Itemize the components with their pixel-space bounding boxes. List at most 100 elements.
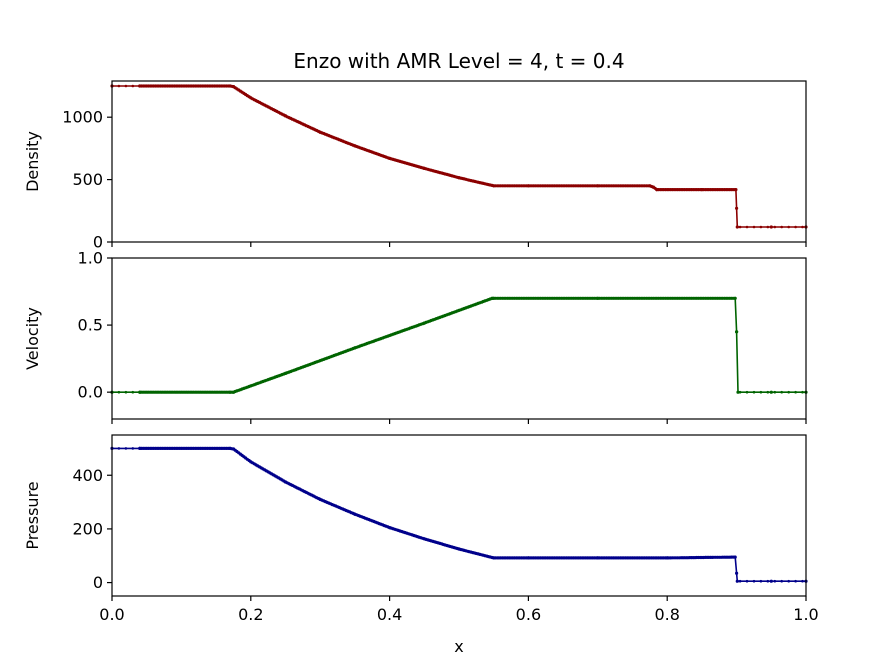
velocity-axes-frame (111, 257, 807, 420)
density-y-tick-label: 500 (72, 170, 103, 189)
density-point (492, 184, 496, 188)
pressure-y-tick-label: 200 (72, 519, 103, 538)
velocity-point (745, 390, 749, 394)
pressure-point (124, 447, 128, 450)
pressure-point (353, 512, 357, 516)
velocity-point (228, 390, 232, 394)
x-tick-label: 1.0 (793, 605, 818, 624)
pressure-point (773, 579, 777, 583)
pressure-series-line (112, 447, 806, 583)
velocity-y-tick-label: 1.0 (78, 249, 103, 268)
pressure-point (735, 571, 739, 575)
pressure-point (787, 579, 790, 583)
velocity-point (422, 321, 426, 325)
velocity-point (736, 390, 740, 394)
density-point (457, 176, 461, 180)
density-point (138, 84, 142, 88)
pressure-y-axis-label: Pressure (23, 481, 42, 549)
velocity-point (733, 296, 737, 300)
velocity-point (131, 390, 135, 394)
density-point (283, 114, 288, 118)
density-y-tick-label: 0 (93, 233, 103, 252)
density-point (759, 225, 763, 229)
velocity-point (353, 346, 357, 350)
pressure-point (745, 579, 749, 583)
density-axes-frame (111, 80, 807, 243)
density-point (794, 225, 797, 229)
density-point (766, 225, 770, 229)
density-point (422, 166, 426, 170)
pressure-point (735, 579, 739, 583)
pressure-point (766, 579, 770, 583)
velocity-markers (110, 296, 808, 394)
pressure-y-tick-label: 400 (72, 466, 103, 485)
velocity-point (138, 390, 142, 394)
pressure-point (492, 556, 496, 560)
pressure-point (249, 460, 253, 464)
density-point (596, 184, 600, 188)
pressure-point (228, 446, 232, 450)
density-point (655, 188, 659, 192)
pressure-point (526, 556, 531, 560)
velocity-point (769, 390, 773, 394)
x-tick-label: 0.0 (99, 605, 124, 624)
density-point (738, 225, 742, 229)
density-point (318, 130, 322, 134)
pressure-axes-frame (111, 434, 807, 597)
velocity-y-tick-label: 0.5 (78, 316, 103, 335)
pressure-point (780, 579, 783, 583)
density-point (773, 225, 777, 229)
density-point (249, 96, 253, 100)
density-point (801, 225, 804, 229)
density-y-axis-label: Density (23, 131, 42, 192)
velocity-y-tick-label: 0.0 (78, 383, 103, 402)
panel-density: 0 500 1000 Density (23, 80, 808, 252)
density-point (752, 225, 756, 229)
velocity-point (492, 296, 496, 300)
velocity-point (766, 390, 770, 394)
pressure-point (283, 480, 288, 484)
density-point (734, 188, 738, 192)
velocity-point (231, 390, 235, 394)
density-point (780, 225, 783, 229)
pressure-point (422, 537, 426, 541)
pressure-point (138, 446, 142, 450)
pressure-markers (110, 446, 808, 583)
velocity-point (124, 390, 128, 394)
density-y-tick-label: 1000 (62, 108, 103, 127)
pressure-point (801, 579, 804, 583)
panel-velocity: 0.0 0.5 1.0 Velocity (23, 249, 808, 424)
pressure-y-tick-label: 0 (93, 573, 103, 592)
pressure-point (117, 447, 121, 450)
pressure-point (733, 555, 737, 559)
chart-title: Enzo with AMR Level = 4, t = 0.4 (293, 49, 624, 73)
density-point (787, 225, 790, 229)
density-point (353, 144, 357, 148)
velocity-point (780, 390, 783, 394)
pressure-point (388, 526, 392, 530)
density-point (745, 225, 749, 229)
density-point (117, 84, 121, 88)
pressure-point (231, 447, 235, 451)
density-point (526, 184, 531, 188)
pressure-point (738, 579, 742, 583)
velocity-point (117, 390, 121, 394)
velocity-point (773, 390, 777, 394)
density-point (769, 225, 773, 229)
pressure-point (131, 447, 135, 450)
panel-pressure: 0 200 400 0.0 0.2 0.4 0.6 0.8 1.0 Pressure (23, 434, 819, 624)
x-tick-label: 0.6 (516, 605, 541, 624)
x-axis-label: x (454, 637, 463, 656)
density-point (648, 184, 652, 188)
pressure-point (759, 579, 763, 583)
density-point (700, 188, 704, 192)
pressure-point (752, 579, 756, 583)
velocity-point (283, 371, 288, 375)
pressure-point (318, 497, 322, 501)
x-tick-label: 0.8 (654, 605, 679, 624)
velocity-point (735, 330, 739, 334)
velocity-point (787, 390, 790, 394)
pressure-point (794, 579, 797, 583)
velocity-point (759, 390, 763, 394)
